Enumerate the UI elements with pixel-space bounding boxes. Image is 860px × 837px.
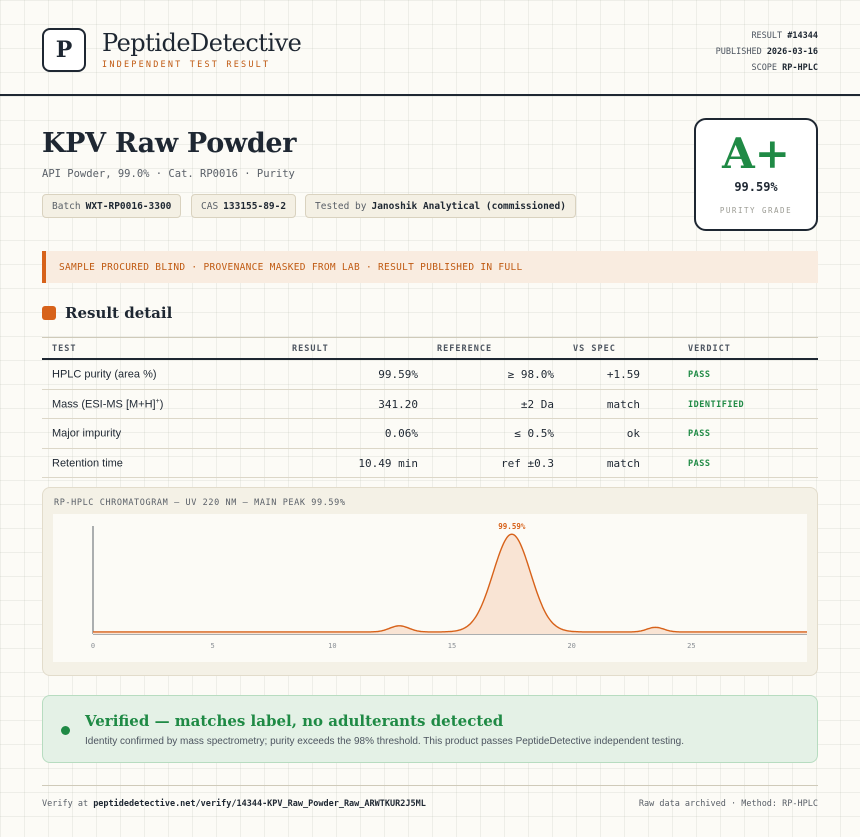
row-test: HPLC purity (area %) bbox=[52, 368, 157, 381]
verify-text: Verify at peptidedetective.net/verify/14… bbox=[42, 799, 426, 809]
row-verdict: PASS bbox=[688, 458, 711, 469]
result-number: #14344 bbox=[787, 31, 818, 41]
published-label: PUBLISHED bbox=[715, 47, 762, 57]
header-reference: REFERENCE bbox=[437, 344, 493, 354]
x-tick-label: 25 bbox=[687, 642, 695, 650]
cas-value: 133155-89-2 bbox=[223, 200, 287, 212]
table-row: Major impurity 0.06% ≤ 0.5% ok PASS bbox=[42, 419, 818, 449]
chromatogram-card: RP-HPLC CHROMATOGRAM — UV 220 NM — MAIN … bbox=[42, 487, 826, 676]
x-tick-label: 5 bbox=[211, 642, 215, 650]
brand-tagline: INDEPENDENT TEST RESULT bbox=[102, 60, 271, 70]
row-vs-spec: match bbox=[606, 456, 640, 470]
row-result: 99.59% bbox=[378, 368, 418, 381]
table-header: TEST RESULT REFERENCE VS SPEC VERDICT bbox=[42, 337, 818, 360]
tested-label: Tested by bbox=[315, 200, 367, 212]
footer-method: Raw data archived · Method: RP-HPLC bbox=[638, 799, 818, 809]
cas-chip: CAS 133155-89-2 bbox=[191, 194, 297, 218]
verified-dot-icon bbox=[61, 726, 70, 735]
report-meta: RESULT #14344 PUBLISHED 2026-03-16 SCOPE… bbox=[716, 28, 818, 76]
peak-label: 99.59% bbox=[498, 522, 526, 531]
signal-line bbox=[93, 533, 811, 633]
row-verdict: PASS bbox=[688, 370, 711, 380]
verified-title: Verified — matches label, no adulterants… bbox=[85, 712, 504, 730]
product-subtitle: API Powder, 99.0% · Cat. RP0016 · Purity bbox=[42, 168, 295, 180]
header-test: TEST bbox=[52, 344, 77, 354]
row-reference: ref ±0.3 bbox=[501, 456, 554, 470]
x-tick-label: 0 bbox=[91, 642, 95, 650]
table-row: HPLC purity (area %) 99.59% ≥ 98.0% +1.5… bbox=[42, 360, 818, 390]
result-label: RESULT bbox=[751, 31, 783, 41]
row-vs-spec: +1.59 bbox=[606, 368, 640, 381]
purity-grade-card: A+ 99.59% PURITY GRADE bbox=[694, 118, 818, 231]
header-verdict: VERDICT bbox=[688, 344, 731, 354]
batch-value: WXT-RP0016-3300 bbox=[85, 200, 172, 212]
row-result: 0.06% bbox=[384, 427, 418, 440]
row-test: Major impurity bbox=[52, 427, 122, 440]
row-result: 10.49 min bbox=[358, 456, 418, 470]
chart-title: RP-HPLC CHROMATOGRAM — UV 220 NM — MAIN … bbox=[54, 498, 346, 508]
chart-area: 99.59%051015202530min bbox=[53, 514, 826, 662]
verify-link[interactable]: peptidedetective.net/verify/14344-KPV_Ra… bbox=[93, 799, 426, 809]
row-result: 341.20 bbox=[378, 397, 418, 411]
grade-purity: 99.59% bbox=[734, 180, 778, 194]
table-row: Retention time 10.49 min ref ±0.3 match … bbox=[42, 449, 818, 478]
section-marker bbox=[42, 306, 56, 320]
row-reference: ±2 Da bbox=[520, 397, 554, 411]
x-tick-label: 20 bbox=[567, 642, 575, 650]
signal-fill bbox=[93, 534, 811, 634]
verify-prefix: Verify at bbox=[42, 799, 89, 809]
procurement-notice: SAMPLE PROCURED BLIND · PROVENANCE MASKE… bbox=[42, 251, 818, 283]
header-divider bbox=[0, 94, 860, 96]
row-vs-spec: match bbox=[606, 397, 640, 411]
chromatogram-chart: 99.59%051015202530min bbox=[91, 522, 826, 650]
grade-label: PURITY GRADE bbox=[719, 206, 793, 215]
row-test: Retention time bbox=[52, 457, 123, 470]
table-row: Mass (ESI-MS [M+H]+) 341.20 ±2 Da match … bbox=[42, 390, 818, 419]
tested-by-chip: Tested by Janoshik Analytical (commission… bbox=[305, 194, 576, 218]
cas-label: CAS bbox=[201, 200, 219, 212]
verified-description: Identity confirmed by mass spectrometry;… bbox=[85, 736, 685, 747]
verified-banner: Verified — matches label, no adulterants… bbox=[42, 695, 818, 763]
header-result: RESULT bbox=[292, 344, 329, 354]
scope-value: RP-HPLC bbox=[782, 63, 818, 73]
row-test: Mass (ESI-MS [M+H]+) bbox=[52, 397, 164, 411]
brand-name: PeptideDetective bbox=[102, 29, 302, 57]
batch-chip: Batch WXT-RP0016-3300 bbox=[42, 194, 182, 218]
published-date: 2026-03-16 bbox=[766, 47, 818, 57]
results-table: TEST RESULT REFERENCE VS SPEC VERDICT HP… bbox=[42, 337, 818, 478]
row-reference: ≥ 98.0% bbox=[507, 368, 554, 381]
row-reference: ≤ 0.5% bbox=[514, 427, 554, 440]
scope-label: SCOPE bbox=[751, 63, 778, 73]
grade-letter: A+ bbox=[722, 129, 790, 178]
footer-divider bbox=[42, 785, 818, 786]
row-verdict: PASS bbox=[688, 429, 711, 439]
row-verdict: IDENTIFIED bbox=[688, 399, 745, 410]
tested-value: Janoshik Analytical (commissioned) bbox=[371, 200, 566, 212]
header-vs-spec: VS SPEC bbox=[573, 344, 616, 354]
x-tick-label: 15 bbox=[448, 642, 456, 650]
batch-label: Batch bbox=[52, 200, 81, 212]
x-tick-label: 10 bbox=[328, 642, 336, 650]
product-title: KPV Raw Powder bbox=[42, 128, 297, 159]
section-title: Result detail bbox=[65, 304, 173, 322]
brand-logo: P bbox=[42, 28, 86, 72]
row-vs-spec: ok bbox=[626, 427, 640, 440]
